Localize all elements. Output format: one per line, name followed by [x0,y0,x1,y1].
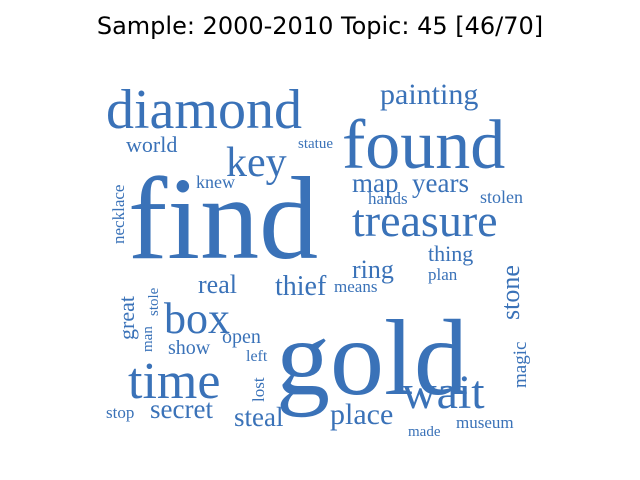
word-box: box [164,294,230,343]
word-world: world [126,132,177,157]
word-great: great [114,296,139,340]
word-ring: ring [352,255,394,284]
word-hands: hands [368,189,408,208]
word-thief: thief [275,271,327,302]
word-key: key [226,140,287,186]
word-stole: stole [146,287,162,316]
word-show: show [168,337,211,359]
word-painting: painting [380,78,478,111]
word-means: means [334,277,377,296]
word-find: find [128,153,318,284]
word-time: time [128,353,220,410]
word-years: years [412,168,469,198]
word-man: man [140,326,156,352]
word-necklace: necklace [109,185,128,244]
word-museum: museum [456,413,514,432]
word-steal: steal [234,402,283,432]
word-thing: thing [428,241,473,266]
word-place: place [330,398,393,431]
word-statue: statue [298,136,333,152]
word-magic: magic [510,342,531,388]
word-lost: lost [249,377,268,402]
figure-title: Sample: 2000-2010 Topic: 45 [46/70] [96,12,544,40]
word-stolen: stolen [480,187,523,207]
word-stop: stop [106,403,134,422]
word-left: left [246,348,268,365]
word-knew: knew [196,172,235,192]
word-real: real [198,270,237,299]
word-diamond: diamond [106,79,302,141]
word-plan: plan [428,265,458,284]
word-found: found [342,107,505,184]
word-wait: wait [402,366,485,419]
word-stone: stone [496,265,525,320]
word-map: map [352,168,399,198]
word-made: made [408,424,441,440]
word-gold: gold [276,299,468,418]
word-open: open [222,326,261,348]
word-secret: secret [150,394,213,424]
word-treasure: treasure [352,195,498,246]
